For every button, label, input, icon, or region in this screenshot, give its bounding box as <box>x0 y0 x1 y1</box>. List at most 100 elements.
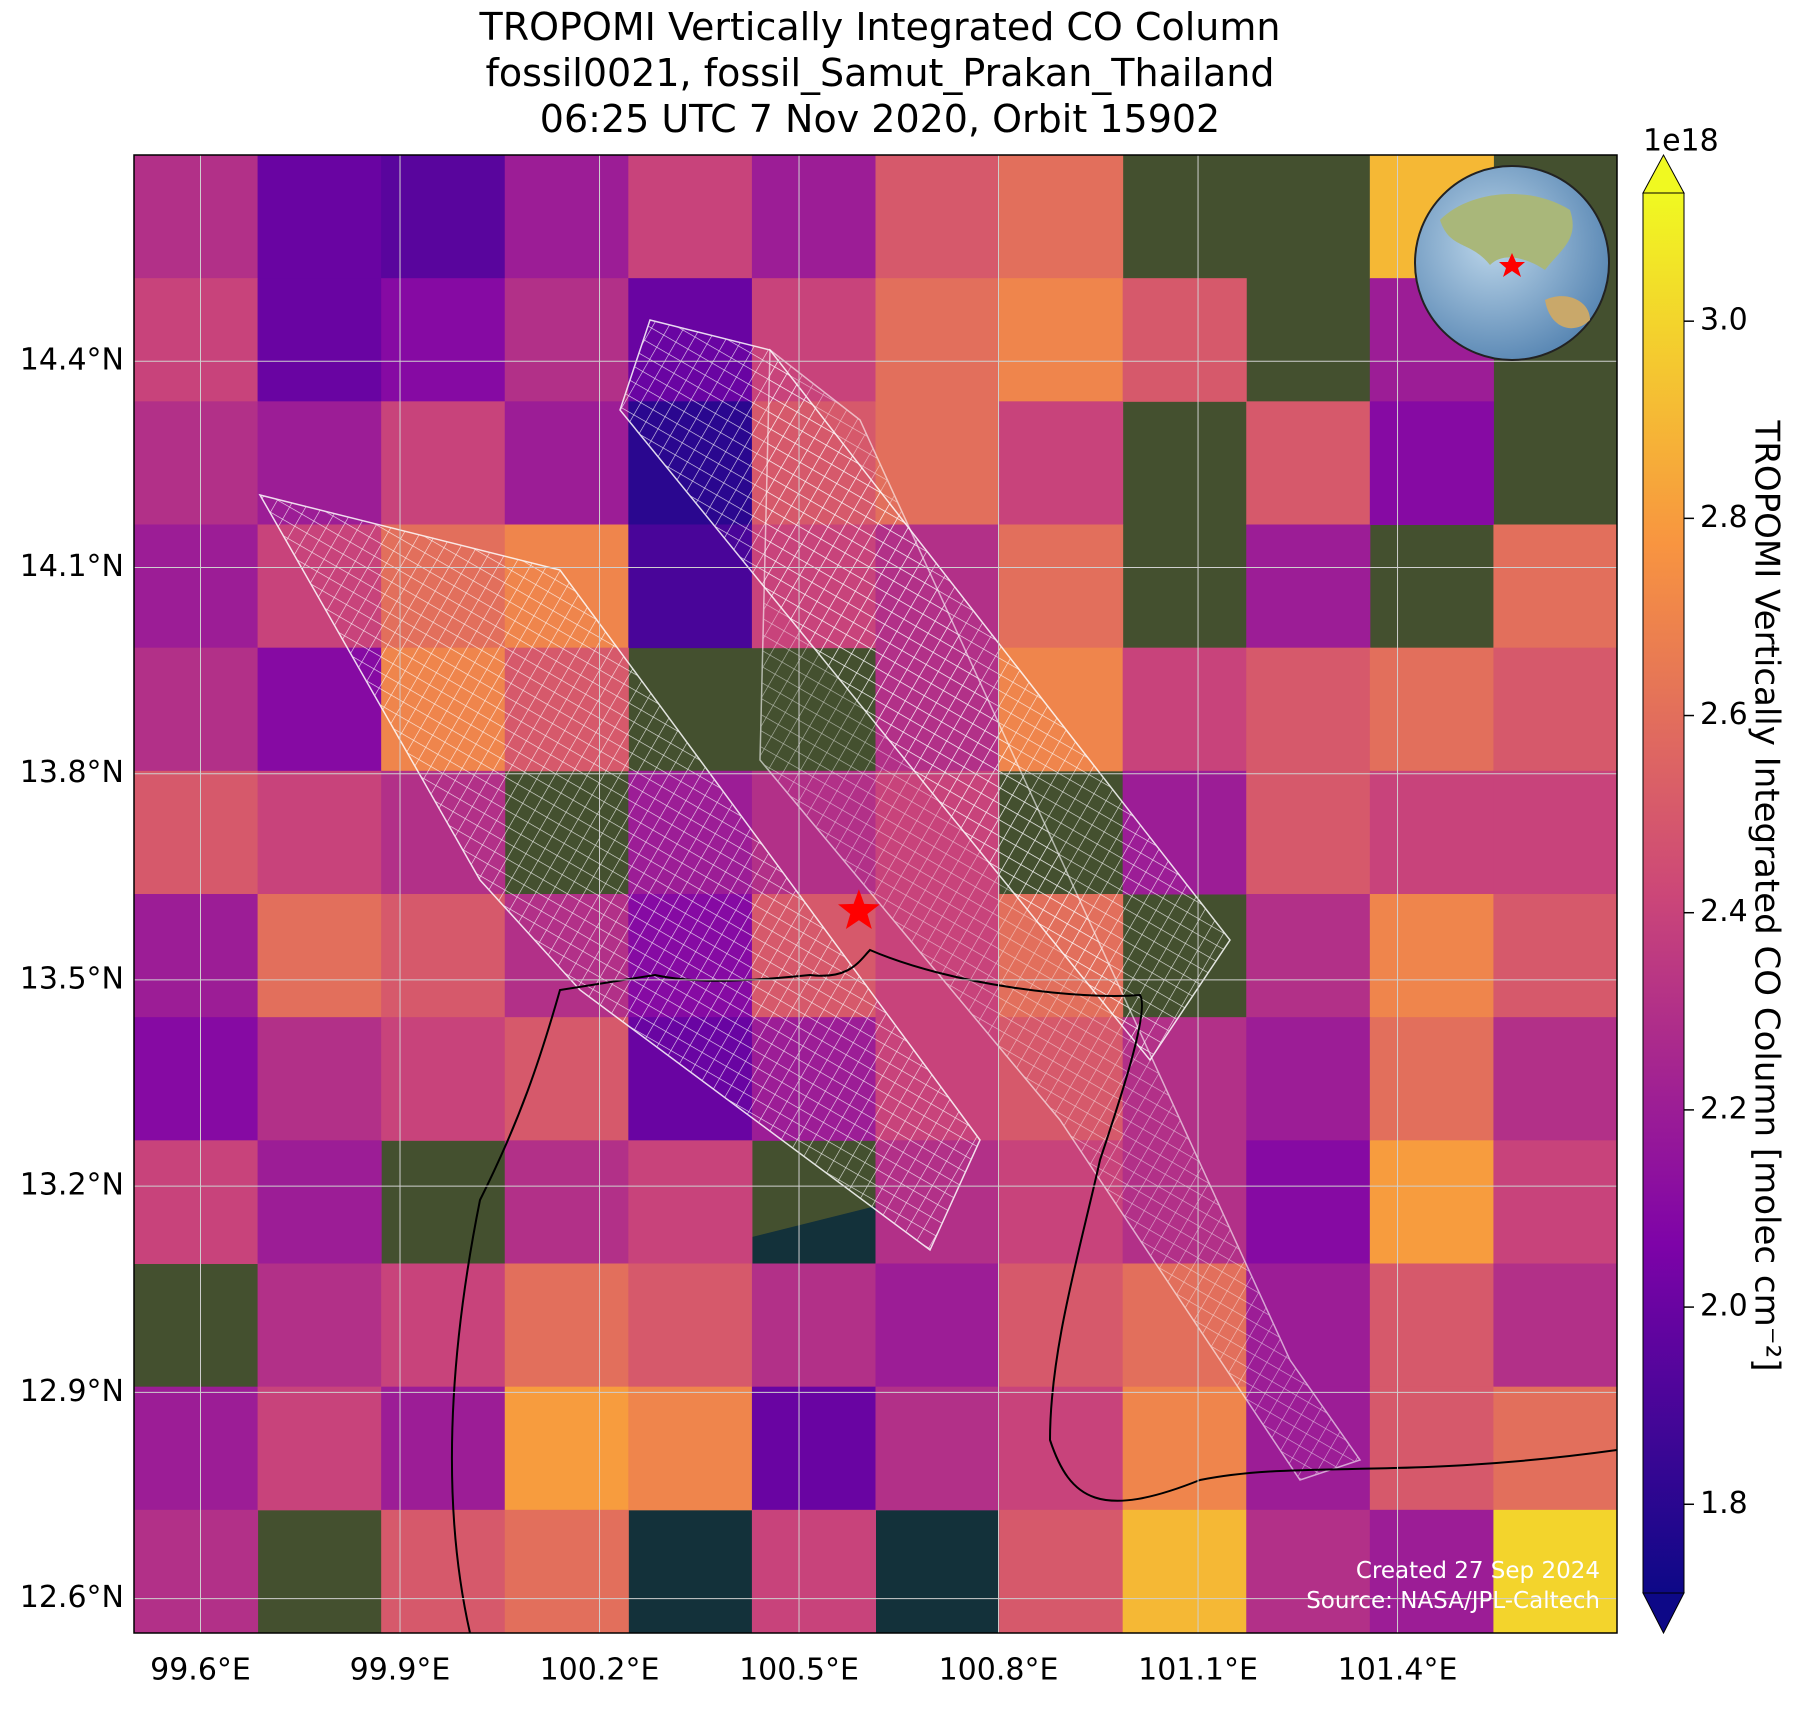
title-line: TROPOMI Vertically Integrated CO Column <box>479 5 1281 49</box>
co-cell <box>1493 1263 1617 1388</box>
co-cell <box>257 770 382 895</box>
co-cell <box>504 1509 629 1633</box>
co-cell <box>1122 1386 1247 1511</box>
co-cell <box>1369 894 1494 1018</box>
co-cell <box>1246 647 1371 772</box>
annotation: Created 27 Sep 2024 <box>1356 1558 1600 1584</box>
co-cell <box>628 1263 753 1388</box>
co-cell <box>381 1386 506 1511</box>
annotation: Source: NASA/JPL-Caltech <box>1306 1588 1600 1614</box>
co-cell <box>1493 1140 1617 1264</box>
co-cell <box>751 1386 876 1511</box>
co-cell <box>875 1263 1000 1388</box>
co-cell <box>134 401 259 525</box>
co-cell <box>1246 770 1371 895</box>
y-tick-label: 12.6°N <box>20 1580 124 1615</box>
gridlines <box>134 155 1617 1633</box>
co-cell <box>1493 524 1617 649</box>
globe-inset <box>1414 165 1610 361</box>
globe-site <box>1499 253 1525 277</box>
colorbar-frame <box>1642 192 1685 1594</box>
co-cell <box>1246 401 1371 525</box>
site-marker <box>838 889 880 929</box>
co-cell <box>1493 1386 1617 1511</box>
co-cell <box>134 770 259 895</box>
co-cell <box>999 1386 1124 1511</box>
co-cell <box>504 1017 629 1141</box>
co-cell <box>1246 1140 1371 1264</box>
title-line: fossil0021, fossil_Samut_Prakan_Thailand <box>485 51 1274 95</box>
co-cell <box>381 278 506 402</box>
co-cell <box>1122 1509 1247 1633</box>
colorbar-scale <box>1643 193 1684 1593</box>
co-cell <box>504 1386 629 1511</box>
co-cell <box>134 894 259 1018</box>
co-cell <box>751 1509 876 1633</box>
co-cell <box>1493 770 1617 895</box>
co-cell <box>875 155 1000 279</box>
co-cell <box>257 1263 382 1388</box>
co-cell <box>257 155 382 279</box>
co-cell <box>381 401 506 525</box>
colorbar-tick-label: 1.8 <box>1700 1486 1748 1521</box>
co-cell <box>257 894 382 1018</box>
co-cell <box>628 155 753 279</box>
co-cell <box>1246 524 1371 649</box>
co-cell <box>1493 1509 1617 1633</box>
co-cell <box>1246 1509 1371 1633</box>
y-tick-label: 13.8°N <box>20 755 124 790</box>
co-cell <box>999 278 1124 402</box>
title-line: 06:25 UTC 7 Nov 2020, Orbit 15902 <box>540 97 1220 141</box>
coastline <box>450 948 1617 1633</box>
co-cell <box>1122 278 1247 402</box>
co-cell <box>999 401 1124 525</box>
co-cell <box>381 894 506 1018</box>
co-cell <box>1369 1509 1494 1633</box>
colorbar-extend <box>1642 153 1685 194</box>
co-cell <box>504 1263 629 1388</box>
co-cell <box>257 1017 382 1141</box>
co-cell <box>504 401 629 525</box>
plot-frame <box>133 154 1618 1634</box>
title: TROPOMI Vertically Integrated CO Column … <box>479 5 1281 141</box>
x-tick-label: 100.2°E <box>540 1653 660 1688</box>
co-cell <box>1493 647 1617 772</box>
colorbar: 1e18 TROPOMI Vertically Integrated CO Co… <box>1642 124 1787 1635</box>
colorbar-offset: 1e18 <box>1643 124 1719 159</box>
x-tick-label: 101.1°E <box>1138 1653 1258 1688</box>
co-cell <box>134 647 259 772</box>
co-cell <box>999 1509 1124 1633</box>
co-cell <box>381 1509 506 1633</box>
x-tick-label: 100.8°E <box>939 1653 1059 1688</box>
co-cell <box>1369 1263 1494 1388</box>
y-tick-label: 14.4°N <box>20 343 124 378</box>
co-cell <box>134 278 259 402</box>
globe-land <box>1545 296 1590 329</box>
co-cell <box>751 155 876 279</box>
colorbar-extend <box>1642 1592 1685 1635</box>
colorbar-tick-label: 2.2 <box>1700 1091 1748 1126</box>
co-cell <box>1369 1017 1494 1141</box>
co-cell <box>381 155 506 279</box>
co-cell <box>257 1386 382 1511</box>
co-cell <box>1493 1017 1617 1141</box>
co-cell <box>504 1140 629 1264</box>
x-tick-label: 100.5°E <box>739 1653 859 1688</box>
co-cell <box>999 1263 1124 1388</box>
co-cell <box>999 524 1124 649</box>
co-cell <box>134 1509 259 1633</box>
co-cell <box>1369 1140 1494 1264</box>
co-cell <box>504 278 629 402</box>
co-cell <box>1369 770 1494 895</box>
co-cell <box>257 1140 382 1264</box>
co-cell <box>628 1140 753 1264</box>
co-cell <box>875 1386 1000 1511</box>
overlays <box>258 319 1617 1633</box>
x-tick-label: 99.6°E <box>150 1653 251 1688</box>
co-cell <box>504 155 629 279</box>
colorbar-tick-label: 2.6 <box>1700 697 1748 732</box>
co-cell <box>381 1017 506 1141</box>
y-tick-label: 14.1°N <box>20 549 124 584</box>
